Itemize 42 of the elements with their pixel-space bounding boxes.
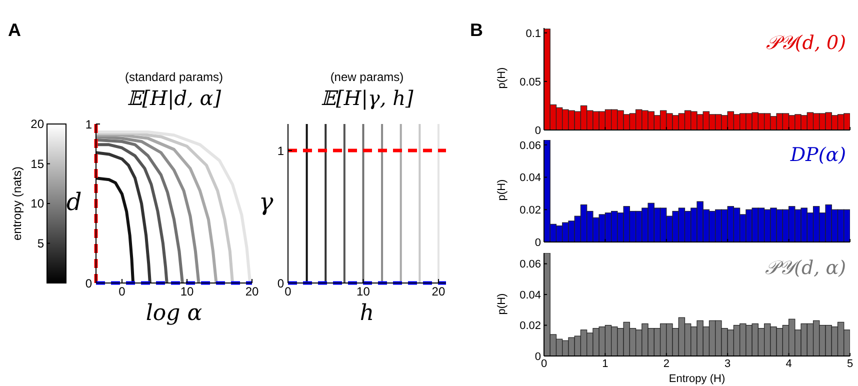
y-tick-label: 0.06 — [520, 258, 541, 271]
color-bar-label: 20 — [30, 117, 44, 132]
y-axis-title: p(H) — [496, 178, 508, 203]
x-tick-label: 3 — [724, 358, 731, 370]
x-tick-label: 2 — [663, 358, 670, 370]
x-tick-label: 10 — [356, 284, 370, 299]
x-tick-label: 20 — [432, 284, 446, 299]
color-bar-label: 10 — [30, 196, 44, 211]
text: B — [470, 20, 483, 41]
color-bar-label: 5 — [37, 236, 44, 250]
y-tick-label: 0.1 — [526, 28, 541, 40]
y-axis-title: p(H) — [496, 292, 508, 316]
text: A — [8, 20, 21, 41]
y-axis-title: γ — [258, 188, 274, 216]
x-axis-title: Entropy (H) — [668, 373, 726, 385]
y-tick-label: 0.02 — [520, 204, 541, 217]
y-axis-title: p(H) — [496, 66, 508, 91]
chart-title: (new params) — [329, 70, 405, 84]
y-tick-label: 0.05 — [520, 76, 541, 88]
y-tick-label: 0 — [534, 124, 541, 137]
x-tick-label: 4 — [786, 358, 792, 370]
text: 𝒫𝒴(d, α) — [765, 257, 846, 279]
chart-subtitle: 𝔼[H|γ, h] — [320, 86, 414, 110]
x-axis-title: h — [358, 301, 376, 326]
y-axis-title: d — [65, 188, 83, 216]
y-tick-label: 0.04 — [520, 172, 541, 184]
x-tick-label: 20 — [245, 284, 259, 299]
y-tick-label: 0 — [534, 236, 541, 249]
color-bar-label: 15 — [30, 156, 44, 171]
y-tick-label: 0.02 — [520, 320, 541, 332]
chart-subtitle: 𝔼[H|d, α] — [126, 86, 222, 110]
chart-title: (standard params) — [124, 70, 224, 84]
color-bar-title: entropy (nats) — [10, 166, 24, 241]
text: DP(α) — [790, 144, 846, 166]
x-tick-label: 1 — [602, 358, 608, 370]
x-tick-label: 5 — [846, 358, 854, 370]
y-tick-label: 0.04 — [520, 289, 541, 302]
x-tick-label: 0 — [118, 284, 126, 299]
text: 𝒫𝒴(d, 0) — [766, 32, 846, 54]
x-tick-label: 10 — [180, 284, 194, 299]
y-tick-label: 0.06 — [520, 140, 541, 152]
x-axis-title: log α — [144, 301, 204, 326]
